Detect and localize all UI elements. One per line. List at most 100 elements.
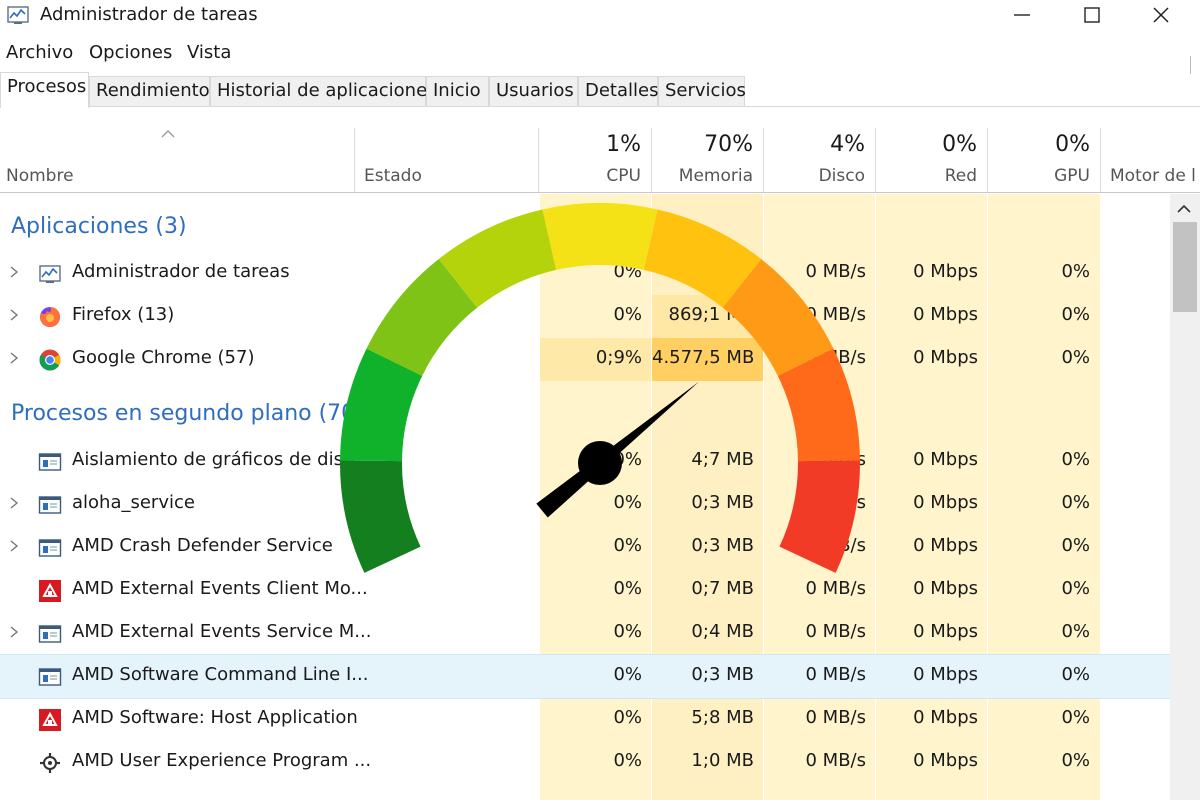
- table-row-selected[interactable]: AMD Software Command Line I... 0% 0;3 MB…: [0, 654, 1171, 699]
- menu-vista[interactable]: Vista: [187, 42, 232, 63]
- chevron-right-icon[interactable]: [8, 624, 20, 643]
- table-row[interactable]: Google Chrome (57) 0;9% 4.577,5 MB 0 MB/…: [0, 338, 1170, 381]
- disk-value: 0 MB/s: [805, 304, 867, 325]
- window-icon: [38, 622, 62, 646]
- section-background-title[interactable]: Procesos en segundo plano (70): [11, 401, 364, 426]
- gauge-segment: [777, 348, 860, 462]
- memory-value: 0;3 MB: [691, 535, 754, 556]
- header-disk[interactable]: Disco: [818, 166, 865, 186]
- process-name: Administrador de tareas: [72, 261, 290, 282]
- task-manager-icon: [38, 262, 62, 286]
- column-separator: [354, 128, 355, 192]
- memory-value: 0;3 MB: [691, 492, 754, 513]
- chevron-right-icon[interactable]: [8, 350, 20, 369]
- cpu-value: 0%: [613, 621, 642, 642]
- column-separator: [875, 128, 876, 192]
- firefox-icon: [38, 305, 62, 329]
- network-value: 0 Mbps: [913, 535, 978, 556]
- column-separator: [651, 128, 652, 192]
- table-row[interactable]: AMD User Experience Program ... 0% 1;0 M…: [0, 741, 1170, 784]
- memory-heat-cell: [652, 338, 763, 381]
- chevron-right-icon[interactable]: [8, 538, 20, 557]
- process-name: Firefox (13): [72, 304, 175, 325]
- tab-strip: Procesos Rendimiento Historial de aplica…: [0, 72, 1200, 108]
- chevron-right-icon[interactable]: [8, 495, 20, 514]
- gauge-segment: [366, 259, 478, 376]
- tab-inicio[interactable]: Inicio: [426, 76, 489, 106]
- window-icon: [38, 450, 62, 474]
- gpu-value: 0%: [1061, 261, 1090, 282]
- header-cpu[interactable]: CPU: [606, 166, 641, 186]
- scroll-up-icon[interactable]: [1175, 200, 1193, 219]
- process-name: aloha_service: [72, 492, 195, 513]
- tab-divider: [0, 106, 1200, 107]
- header-gpu-percent[interactable]: 0%: [1055, 132, 1090, 157]
- section-apps-title[interactable]: Aplicaciones (3): [11, 214, 187, 239]
- task-manager-icon: [6, 3, 30, 27]
- network-value: 0 Mbps: [913, 621, 978, 642]
- header-gpu-engine[interactable]: Motor de l: [1110, 166, 1196, 186]
- close-button[interactable]: [1131, 0, 1191, 30]
- header-divider: [0, 192, 1200, 193]
- amd-icon: [38, 708, 62, 732]
- table-row[interactable]: AMD Software: Host Application 0% 5;8 MB…: [0, 698, 1170, 741]
- network-value: 0 Mbps: [913, 492, 978, 513]
- column-separator: [763, 128, 764, 192]
- header-cpu-percent[interactable]: 1%: [606, 132, 641, 157]
- gpu-value: 0%: [1061, 535, 1090, 556]
- window-title: Administrador de tareas: [40, 4, 258, 25]
- header-gpu[interactable]: GPU: [1054, 166, 1090, 186]
- table-row[interactable]: Firefox (13) 0% 869;1 MB 0 MB/s 0 Mbps 0…: [0, 295, 1170, 338]
- speedometer-gauge: [340, 203, 860, 573]
- gauge-segment: [542, 203, 658, 270]
- gpu-value: 0%: [1061, 578, 1090, 599]
- gpu-value: 0%: [1061, 750, 1090, 771]
- network-value: 0 Mbps: [913, 578, 978, 599]
- menu-opciones[interactable]: Opciones: [89, 42, 173, 63]
- disk-value: 0 MB/s: [805, 578, 867, 599]
- sort-up-icon[interactable]: [160, 124, 176, 143]
- network-value: 0 Mbps: [913, 707, 978, 728]
- header-nombre[interactable]: Nombre: [6, 166, 74, 186]
- title-bar: Administrador de tareas: [0, 0, 1200, 32]
- chevron-right-icon[interactable]: [8, 264, 20, 283]
- minimize-button[interactable]: [992, 0, 1052, 30]
- tab-detalles[interactable]: Detalles: [578, 76, 658, 106]
- tab-rendimiento[interactable]: Rendimiento: [89, 76, 210, 106]
- header-memory[interactable]: Memoria: [678, 166, 753, 186]
- gauge-segment: [643, 209, 762, 308]
- memory-value: 0;4 MB: [691, 621, 754, 642]
- memory-value: 1;0 MB: [691, 750, 754, 771]
- tab-usuarios[interactable]: Usuarios: [489, 76, 578, 106]
- gpu-value: 0%: [1061, 347, 1090, 368]
- table-row[interactable]: AMD Crash Defender Service 0% 0;3 MB 0 M…: [0, 526, 1170, 569]
- header-estado[interactable]: Estado: [364, 166, 422, 186]
- header-network[interactable]: Red: [944, 166, 977, 186]
- header-network-percent[interactable]: 0%: [942, 132, 977, 157]
- menu-bar: Archivo Opciones Vista: [0, 38, 1200, 68]
- table-row[interactable]: AMD External Events Service M... 0% 0;4 …: [0, 612, 1170, 655]
- chevron-right-icon[interactable]: [8, 307, 20, 326]
- header-memory-percent[interactable]: 70%: [704, 132, 753, 157]
- process-name: Google Chrome (57): [72, 347, 255, 368]
- tab-historial[interactable]: Historial de aplicaciones: [210, 76, 437, 106]
- gauge-segment: [779, 460, 860, 573]
- menu-archivo[interactable]: Archivo: [6, 42, 74, 63]
- process-name: AMD User Experience Program ...: [72, 750, 372, 771]
- network-value: 0 Mbps: [913, 449, 978, 470]
- gauge-hub: [578, 441, 622, 485]
- process-name: AMD Crash Defender Service: [72, 535, 333, 556]
- cpu-value: 0;9%: [595, 347, 642, 368]
- window-icon: [38, 493, 62, 517]
- table-row[interactable]: AMD External Events Client Mo... 0% 0;7 …: [0, 569, 1170, 612]
- scrollbar-thumb[interactable]: [1173, 222, 1197, 312]
- disk-value: 0 MB/s: [805, 664, 867, 685]
- tab-servicios[interactable]: Servicios: [658, 76, 746, 106]
- column-separator: [1100, 128, 1101, 192]
- window-icon: [38, 665, 62, 689]
- gpu-value: 0%: [1061, 707, 1090, 728]
- gpu-value: 0%: [1061, 664, 1090, 685]
- header-disk-percent[interactable]: 4%: [830, 132, 865, 157]
- maximize-button[interactable]: [1062, 0, 1122, 30]
- tab-procesos[interactable]: Procesos: [0, 72, 89, 108]
